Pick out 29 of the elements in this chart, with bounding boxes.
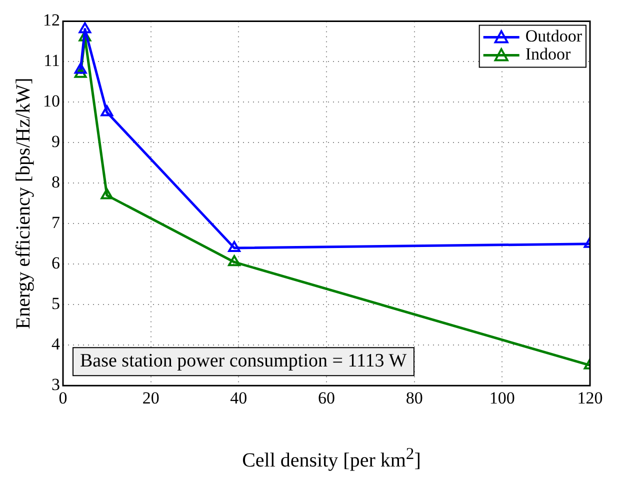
x-tick-label: 100 [489, 388, 515, 408]
annotation: Base station power consumption = 1113 W [80, 350, 407, 372]
point [74, 66, 87, 78]
y-tick-label: 3 [52, 375, 60, 394]
y-tick-label: 8 [52, 172, 60, 192]
x-axis-title: Cell density [per km$^{2}$] [241, 444, 422, 473]
point [100, 188, 114, 200]
x-tick-label: 80 [406, 388, 423, 408]
point [228, 240, 240, 252]
y-axis-title: Energy efficiency [bps/Hz/kW] [12, 78, 34, 330]
y-tick-label: 5 [52, 294, 60, 314]
point [228, 255, 240, 266]
x-tick-label: 60 [318, 388, 335, 408]
point [78, 22, 92, 34]
y-tick-label: 11 [44, 51, 60, 70]
x-tick-label: 20 [142, 388, 160, 408]
y-tick-label: 4 [52, 334, 60, 354]
x-tick-label: 40 [230, 388, 248, 408]
y-tick-label: 9 [52, 132, 60, 152]
y-tick-label: 6 [52, 254, 60, 273]
y-tick-label: 10 [43, 92, 60, 111]
x-tick-label: 0 [58, 388, 68, 408]
legend-label: Indoor [525, 44, 571, 64]
y-tick-label: 12 [43, 10, 60, 30]
point [100, 105, 114, 116]
legend-label: Outdoor [525, 26, 582, 46]
point [74, 62, 87, 74]
y-tick-label: 7 [52, 213, 60, 232]
x-tick-label: 120 [577, 388, 603, 408]
